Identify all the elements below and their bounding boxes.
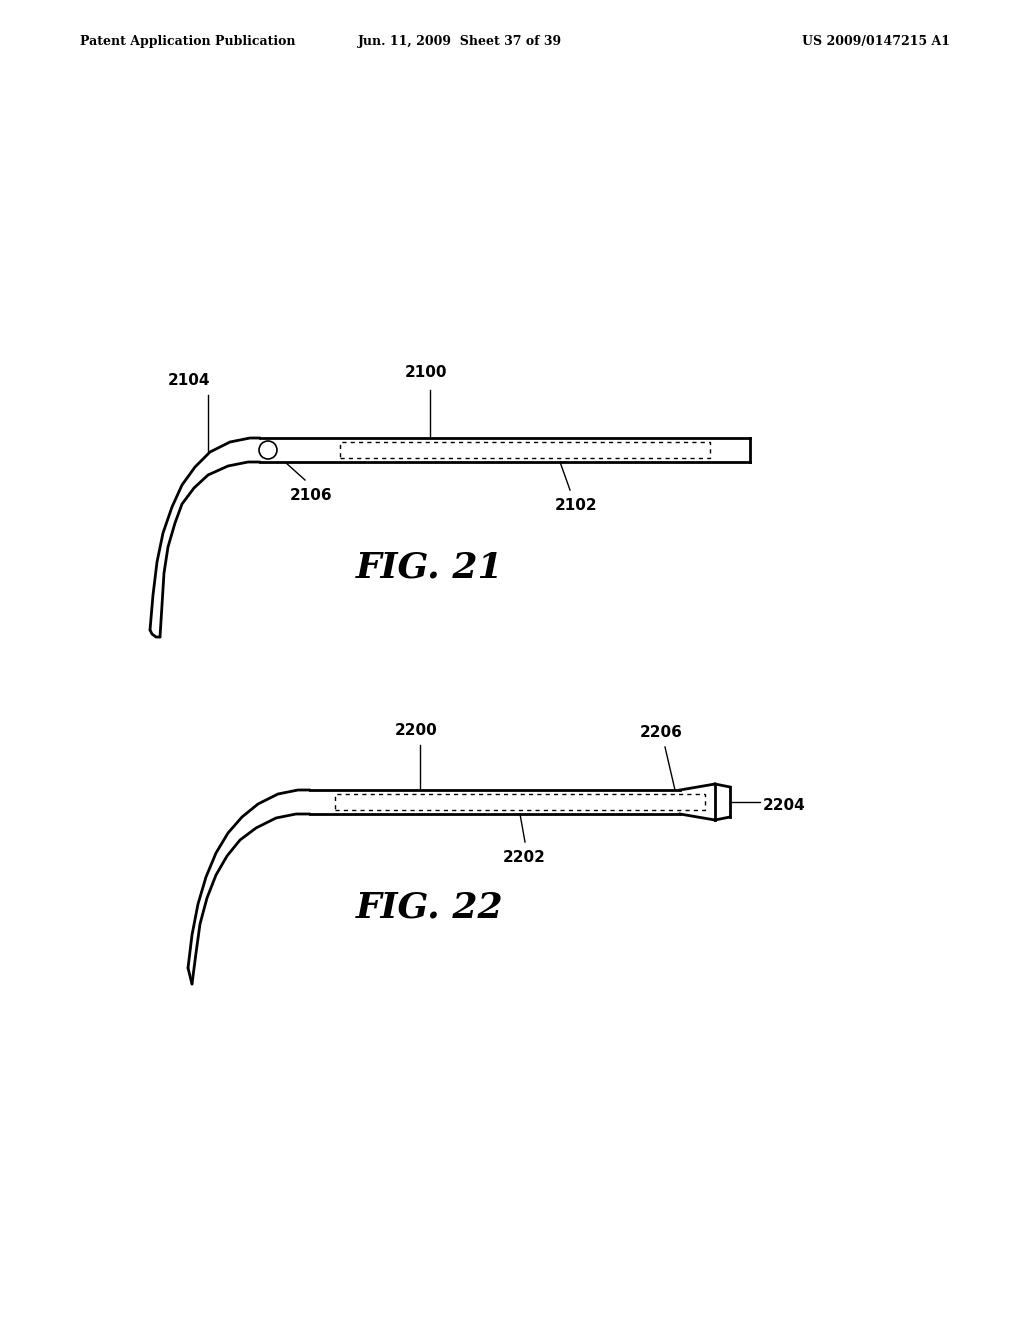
Text: 2106: 2106: [290, 488, 333, 503]
Bar: [335, 795, 705, 810]
Text: 2204: 2204: [763, 799, 806, 813]
Text: FIG. 21: FIG. 21: [356, 550, 504, 583]
Text: US 2009/0147215 A1: US 2009/0147215 A1: [802, 36, 950, 48]
Text: 2104: 2104: [168, 374, 211, 388]
Text: 2202: 2202: [503, 850, 546, 865]
Text: 2200: 2200: [395, 723, 437, 738]
Text: Patent Application Publication: Patent Application Publication: [80, 36, 296, 48]
Text: FIG. 22: FIG. 22: [356, 890, 504, 924]
Text: Jun. 11, 2009  Sheet 37 of 39: Jun. 11, 2009 Sheet 37 of 39: [358, 36, 562, 48]
Text: 2102: 2102: [555, 498, 598, 513]
Text: 2206: 2206: [640, 725, 683, 741]
Circle shape: [259, 441, 278, 459]
Text: 2100: 2100: [406, 366, 447, 380]
Bar: [340, 442, 710, 458]
